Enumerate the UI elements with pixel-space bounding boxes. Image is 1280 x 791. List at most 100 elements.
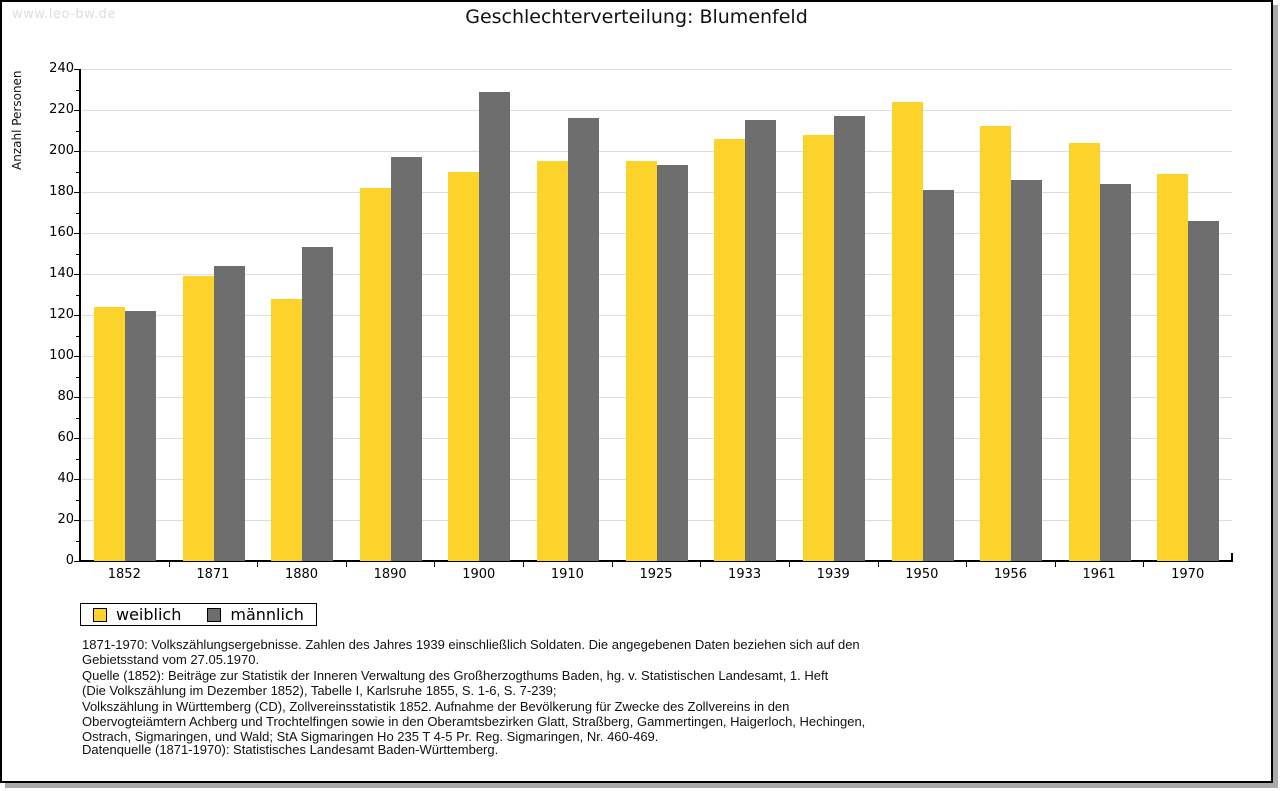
y-minor-tick	[76, 89, 80, 91]
y-axis-title: Anzahl Personen	[10, 70, 24, 170]
y-tick-label: 20	[57, 512, 74, 527]
x-category-label: 1852	[107, 567, 141, 582]
bar-männlich-1970	[1188, 220, 1220, 561]
gridline-220	[80, 110, 1232, 111]
note-line: 1871-1970: Volkszählungsergebnisse. Zahl…	[82, 637, 860, 652]
bar-männlich-1961	[1099, 183, 1131, 561]
note-line: (Die Volkszählung im Dezember 1852), Tab…	[82, 683, 557, 699]
y-major-tick	[74, 192, 80, 193]
y-tick-label: 60	[57, 430, 74, 445]
note-line: Ostrach, Sigmaringen, und Wald; StA Sigm…	[82, 729, 659, 745]
bar-weiblich-1956	[980, 126, 1012, 561]
y-tick-label: 160	[49, 225, 74, 240]
note-line: Volkszählung in Württemberg (CD), Zollve…	[82, 698, 790, 714]
bar-männlich-1900	[479, 91, 511, 561]
x-boundary-tick	[877, 561, 879, 567]
x-boundary-tick	[257, 561, 259, 567]
y-minor-tick	[76, 540, 80, 542]
bar-weiblich-1871	[182, 276, 214, 561]
legend-swatch-maennlich	[207, 607, 222, 622]
x-axis	[79, 560, 1233, 562]
y-major-tick	[74, 520, 80, 521]
y-tick-label: 40	[57, 471, 74, 486]
x-category-label: 1890	[373, 567, 407, 582]
y-tick-label: 200	[49, 143, 74, 158]
y-major-tick	[74, 356, 80, 357]
x-boundary-tick	[1054, 561, 1056, 567]
x-axis-end-tick	[1231, 553, 1233, 561]
x-category-label: 1910	[550, 567, 584, 582]
bar-weiblich-1852	[94, 306, 125, 561]
y-axis	[79, 69, 81, 561]
x-boundary-tick	[1143, 561, 1145, 567]
y-major-tick	[74, 151, 80, 152]
bar-männlich-1925	[656, 165, 688, 561]
y-major-tick	[74, 315, 80, 316]
y-minor-tick	[76, 335, 80, 337]
bar-weiblich-1950	[891, 101, 923, 561]
bar-männlich-1852	[125, 310, 156, 561]
x-category-label: 1950	[905, 567, 939, 582]
bar-männlich-1880	[302, 247, 334, 561]
legend-item-weiblich: weiblich	[93, 605, 181, 624]
legend-label-weiblich: weiblich	[116, 605, 182, 624]
bar-weiblich-1961	[1068, 142, 1100, 561]
gridline-200	[80, 151, 1232, 152]
y-tick-label: 0	[65, 553, 74, 568]
bar-männlich-1933	[745, 120, 777, 561]
y-tick-label: 240	[49, 61, 74, 76]
y-major-tick	[74, 274, 80, 275]
y-tick-label: 100	[49, 348, 74, 363]
bar-weiblich-1900	[448, 171, 480, 561]
x-boundary-tick	[611, 561, 613, 567]
y-minor-tick	[76, 294, 80, 296]
x-category-label: 1880	[284, 567, 319, 582]
y-minor-tick	[76, 499, 80, 501]
x-boundary-tick	[523, 561, 525, 567]
y-major-tick	[74, 561, 80, 562]
y-tick-label: 120	[49, 307, 74, 322]
y-minor-tick	[76, 417, 80, 419]
y-minor-tick	[76, 171, 80, 173]
x-category-label: 1933	[728, 567, 762, 582]
y-minor-tick	[76, 212, 80, 214]
y-minor-tick	[76, 253, 80, 255]
datasource-note: Datenquelle (1871-1970): Statistisches L…	[82, 742, 499, 757]
x-boundary-tick	[788, 561, 790, 567]
x-boundary-tick	[168, 561, 170, 567]
legend-swatch-weiblich	[93, 607, 107, 622]
x-boundary-tick	[345, 561, 347, 567]
x-boundary-tick	[700, 561, 702, 567]
y-major-tick	[74, 110, 80, 111]
bar-männlich-1871	[213, 265, 245, 561]
y-tick-label: 180	[49, 184, 74, 199]
y-major-tick	[74, 438, 80, 439]
x-category-label: 1939	[816, 567, 850, 582]
gridline-240	[80, 69, 1232, 70]
y-major-tick	[74, 233, 80, 234]
bar-weiblich-1880	[271, 298, 303, 561]
legend: weiblich männlich	[80, 603, 317, 626]
watermark: www.leo-bw.de	[12, 7, 116, 22]
bar-männlich-1890	[390, 157, 422, 561]
y-tick-label: 80	[57, 389, 74, 404]
bar-weiblich-1925	[625, 161, 657, 561]
y-tick-label: 140	[49, 266, 74, 281]
note-line: Gebietsstand vom 27.05.1970.	[82, 652, 260, 668]
legend-item-maennlich: männlich	[207, 605, 304, 624]
x-category-label: 1961	[1082, 567, 1116, 582]
bar-männlich-1910	[568, 118, 600, 561]
bar-männlich-1939	[833, 116, 865, 561]
bar-weiblich-1890	[359, 187, 391, 561]
x-category-label: 1970	[1171, 567, 1205, 582]
y-tick-label: 220	[49, 102, 74, 117]
x-category-label: 1925	[639, 567, 673, 582]
y-minor-tick	[76, 458, 80, 460]
x-category-label: 1871	[196, 567, 230, 582]
note-line: Quelle (1852): Beiträge zur Statistik de…	[82, 667, 829, 683]
y-minor-tick	[76, 376, 80, 378]
bar-männlich-1950	[922, 189, 954, 561]
x-boundary-tick	[434, 561, 436, 567]
x-category-label: 1956	[993, 567, 1027, 582]
